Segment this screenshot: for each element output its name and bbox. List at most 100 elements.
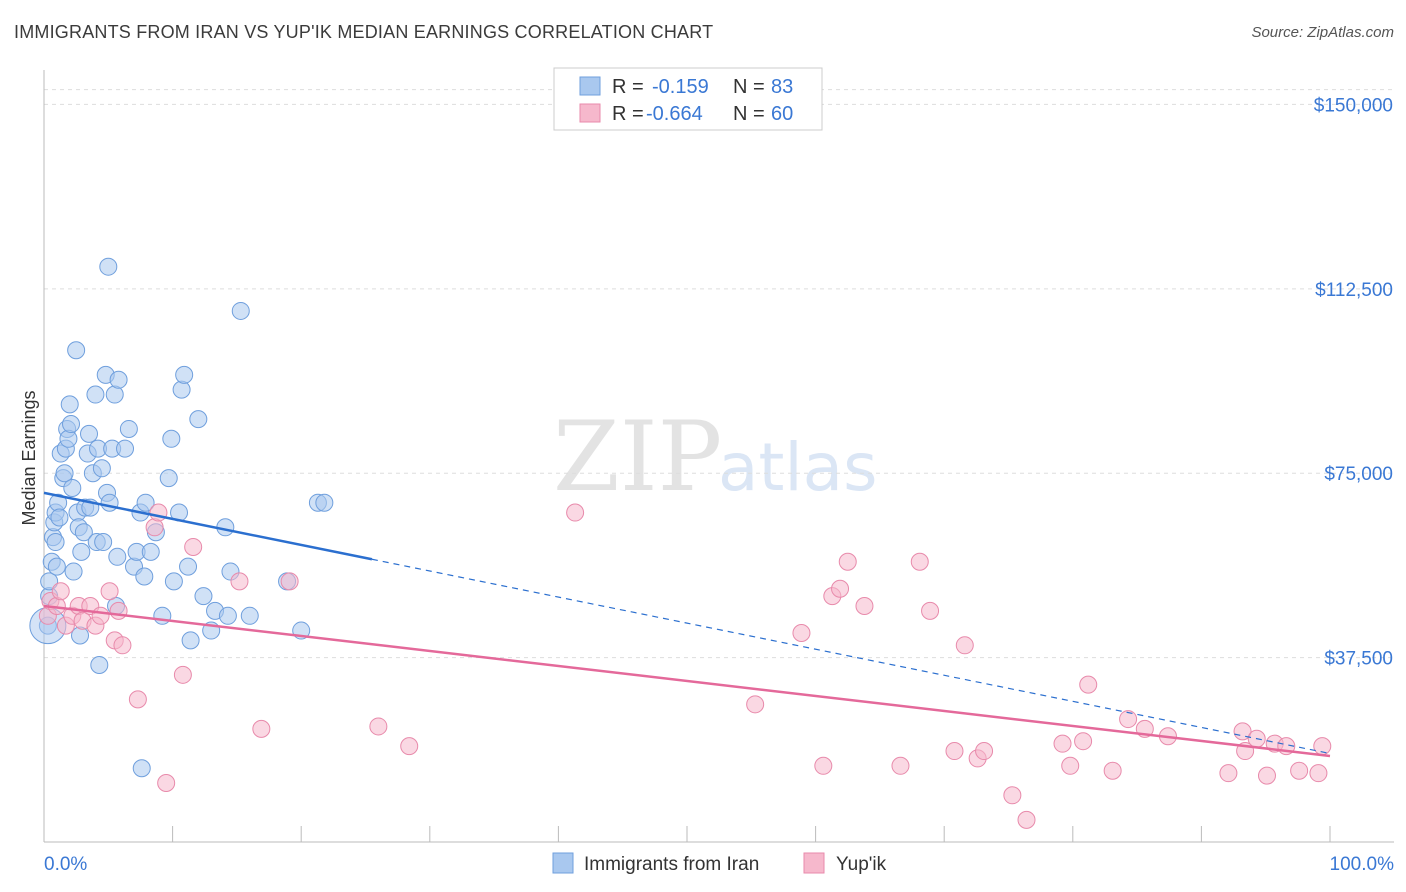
- legend-n-label-iran: N =: [733, 76, 765, 98]
- x-tick-label-100: 100.0%: [1330, 854, 1395, 875]
- yupik-point: [792, 624, 811, 643]
- iran-point: [189, 410, 208, 429]
- yupik-point: [1017, 810, 1036, 829]
- yupik-point: [100, 582, 119, 601]
- iran-point: [164, 572, 183, 591]
- bottom-legend-label-iran: Immigrants from Iran: [584, 854, 759, 875]
- yupik-point: [814, 756, 833, 775]
- legend-swatch-iran: [579, 76, 601, 96]
- y-tick-label: $75,000: [1324, 464, 1393, 485]
- iran-point: [86, 385, 105, 404]
- iran-point: [119, 419, 138, 438]
- yupik-point: [746, 695, 765, 714]
- iran-point: [105, 385, 124, 404]
- iran-point: [46, 533, 65, 552]
- iran-trend-dashed: [371, 558, 1331, 755]
- iran-point: [181, 631, 200, 650]
- yupik-point: [145, 518, 164, 537]
- y-axis-tick-labels: $37,500 $75,000 $112,500 $150,000: [1314, 95, 1393, 669]
- iran-point: [62, 415, 81, 434]
- yupik-point: [1079, 675, 1098, 694]
- yupik-point: [184, 537, 203, 556]
- yupik-point: [252, 719, 271, 738]
- yupik-point: [1290, 761, 1309, 780]
- iran-point: [100, 493, 119, 512]
- yupik-point: [113, 636, 132, 655]
- iran-point: [80, 424, 99, 443]
- legend-n-value-yupik: 60: [771, 103, 793, 125]
- trend-lines: [43, 491, 1331, 758]
- iran-point: [136, 493, 155, 512]
- iran-point: [90, 655, 109, 674]
- iran-point: [67, 341, 86, 360]
- yupik-point: [955, 636, 974, 655]
- iran-point: [175, 365, 194, 384]
- legend-swatch-yupik: [579, 103, 601, 123]
- series-yupik-points: [38, 503, 1332, 829]
- iran-point: [108, 547, 127, 566]
- yupik-point: [1219, 764, 1238, 783]
- iran-point: [135, 567, 154, 586]
- iran-point: [50, 508, 69, 527]
- yupik-point: [1061, 756, 1080, 775]
- yupik-point: [1074, 732, 1093, 751]
- iran-point: [159, 469, 178, 488]
- iran-point: [218, 606, 237, 625]
- bottom-legend-label-yupik: Yup'ik: [836, 854, 887, 875]
- y-tick-label: $112,500: [1315, 280, 1393, 301]
- yupik-point: [173, 665, 192, 684]
- iran-point: [231, 301, 250, 320]
- bottom-legend: Immigrants from Iran Yup'ik: [552, 852, 887, 875]
- bottom-legend-swatch-yupik: [803, 852, 825, 874]
- yupik-point: [831, 579, 850, 598]
- watermark-atlas: atlas: [718, 429, 878, 506]
- iran-point: [72, 542, 91, 561]
- yupik-point: [280, 572, 299, 591]
- iran-point: [116, 439, 135, 458]
- yupik-point: [838, 552, 857, 571]
- iran-point: [109, 370, 128, 389]
- yupik-point: [566, 503, 585, 522]
- yupik-point: [921, 601, 940, 620]
- x-tick-label-0: 0.0%: [44, 854, 87, 875]
- iran-point: [59, 429, 78, 448]
- source-credit: Source: ZipAtlas.com: [1251, 24, 1394, 41]
- legend-r-value-yupik: -0.664: [646, 103, 703, 125]
- yupik-point: [369, 717, 388, 736]
- legend-r-label-yupik: R =: [612, 103, 644, 125]
- yupik-point: [975, 742, 994, 761]
- iran-point: [172, 380, 191, 399]
- yupik-point: [855, 596, 874, 615]
- legend-r-value-iran: -0.159: [652, 76, 709, 98]
- iran-point: [162, 429, 181, 448]
- legend-box: R = -0.159 N = 83 R = -0.664 N = 60: [553, 67, 823, 131]
- yupik-point: [51, 582, 70, 601]
- y-tick-label: $150,000: [1314, 95, 1393, 116]
- iran-point: [60, 395, 79, 414]
- yupik-point: [400, 737, 419, 756]
- series-iran-points: [29, 257, 334, 778]
- yupik-point: [128, 690, 147, 709]
- iran-point: [92, 459, 111, 478]
- y-tick-label: $37,500: [1324, 649, 1393, 670]
- yupik-point: [1119, 710, 1138, 729]
- iran-point: [132, 759, 151, 778]
- bottom-legend-swatch-iran: [552, 852, 574, 874]
- iran-trend-solid: [43, 491, 373, 561]
- watermark-zip: ZIP: [553, 401, 722, 513]
- legend-r-label-iran: R =: [612, 76, 644, 98]
- yupik-point: [891, 756, 910, 775]
- yupik-point: [1233, 722, 1252, 741]
- iran-point: [40, 572, 59, 591]
- yupik-point: [157, 773, 176, 792]
- iran-point: [47, 557, 66, 576]
- iran-point: [63, 478, 82, 497]
- iran-point: [179, 557, 198, 576]
- legend-n-value-iran: 83: [771, 76, 793, 98]
- yupik-point: [91, 606, 110, 625]
- yupik-point: [109, 601, 128, 620]
- yupik-point: [1309, 764, 1328, 783]
- iran-point: [74, 523, 93, 542]
- yupik-point: [230, 572, 249, 591]
